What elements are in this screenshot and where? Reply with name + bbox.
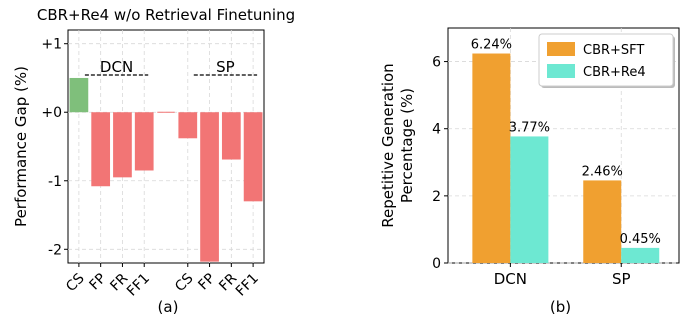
panel-a-bar — [69, 77, 89, 113]
legend-swatch — [547, 64, 575, 78]
panel-a-ylabel: Performance Gap (%) — [12, 66, 30, 227]
panel-b-ytick-label: 6 — [432, 55, 441, 71]
panel-a-title: CBR+Re4 w/o Retrieval Finetuning — [37, 6, 295, 24]
panel-a-xtick-label: FP — [87, 271, 110, 294]
panel-b-xtick-label: SP — [612, 270, 631, 288]
panel-a-bar — [221, 112, 241, 160]
panel-b-ylabel-line: Percentage (%) — [398, 88, 416, 203]
panel-b-bar — [510, 136, 549, 263]
panel-a-bar — [134, 112, 154, 171]
panel-a-ytick-label: +1 — [41, 37, 62, 53]
panel-b-bar — [621, 247, 660, 263]
panel-a-frame — [67, 29, 265, 264]
panel-a-ytick-label: +0 — [41, 105, 62, 121]
legend-label: CBR+Re4 — [583, 65, 646, 80]
panel-a-xtick-label: CS — [172, 270, 197, 295]
panel-a-xtick-label: CS — [63, 270, 88, 295]
panel-a-xtick-label: FF1 — [124, 271, 153, 300]
panel-b-data-label: 6.24% — [471, 38, 512, 53]
panel-b-ylabel-line: Repetitive Generation — [379, 63, 397, 227]
panel-b-label: (b) — [550, 298, 571, 316]
panel-a-bar — [178, 112, 198, 139]
panel-b-ytick-label: 0 — [432, 256, 441, 272]
panel-a-group-label: SP — [216, 58, 235, 76]
panel-a-label: (a) — [158, 298, 179, 316]
panel-b-data-label: 3.77% — [509, 120, 550, 135]
panel-a-ytick-label: -1 — [48, 174, 62, 190]
panel-b-data-label: 0.45% — [620, 232, 661, 247]
panel-b-ytick-label: 4 — [432, 122, 441, 138]
panel-a-bar — [243, 112, 263, 202]
panel-a-bar — [200, 112, 219, 262]
legend-swatch — [547, 42, 575, 56]
panel-a-bar — [91, 112, 111, 187]
panel-b-data-label: 2.46% — [582, 164, 623, 179]
panel-a-group-label: DCN — [100, 58, 133, 76]
panel-b-bar — [472, 53, 511, 264]
panel-a-xtick-label: FP — [195, 271, 218, 294]
panel-a-xtick-label: FF1 — [233, 271, 262, 300]
legend-label: CBR+SFT — [583, 43, 644, 58]
panel-b-ytick-label: 2 — [432, 189, 441, 205]
panel-a-ytick-label: -2 — [48, 242, 62, 258]
panel-b-bar — [583, 180, 622, 263]
panel-b-xtick-label: DCN — [494, 270, 527, 288]
panel-a-bar — [113, 112, 132, 178]
